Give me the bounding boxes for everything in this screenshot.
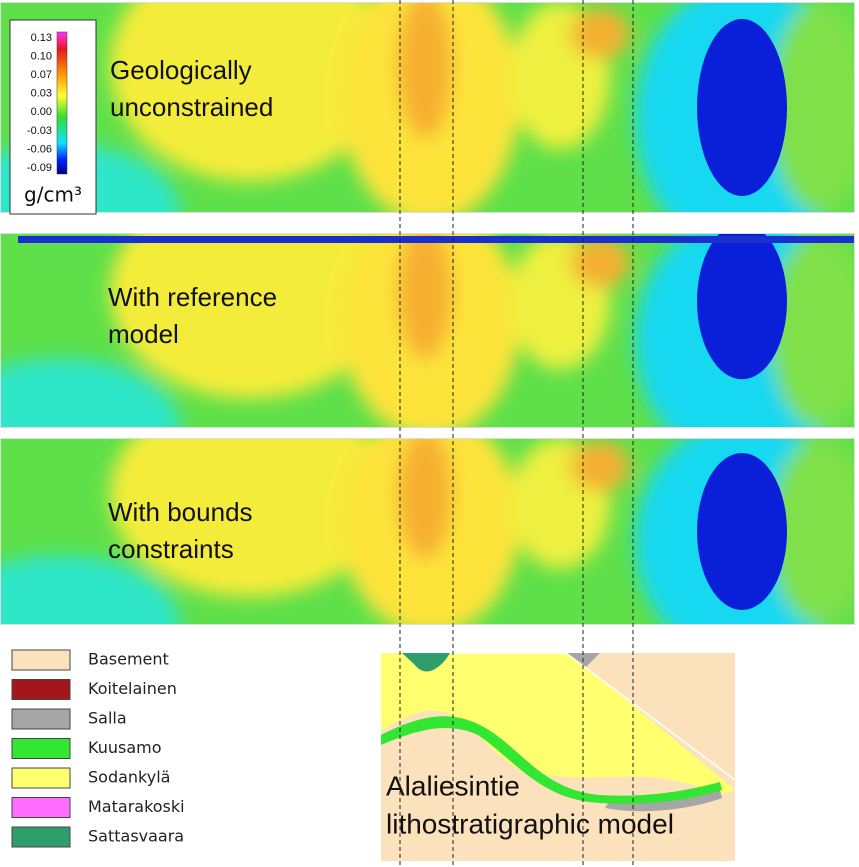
colorbar-tick-label: 0.00 [31, 106, 52, 118]
low-density-body [697, 19, 787, 196]
blob [570, 9, 630, 59]
legend-label: Koitelainen [88, 679, 177, 698]
legend-label: Salla [88, 709, 127, 728]
panel-label: Geologically [110, 55, 252, 85]
figure: 0.13 0.10 0.07 0.03 0.00 -0.03 -0.06 -0.09 g/cm³… [0, 0, 859, 867]
legend-label: Basement [88, 650, 169, 669]
colorbar-unit: g/cm³ [24, 183, 82, 207]
legend-swatch [12, 650, 70, 670]
low-density-body [697, 223, 787, 379]
colorbar-tick-label: 0.13 [31, 32, 52, 44]
legend-swatch [12, 739, 70, 759]
blob [570, 237, 630, 287]
blob [397, 223, 453, 360]
colorbar-tick-label: 0.10 [31, 50, 52, 62]
legend-label: Sattasvaara [88, 827, 184, 846]
colorbar-tick-label: 0.07 [31, 69, 52, 81]
panel-label: With reference [108, 282, 277, 312]
legend-label: Sodankylä [88, 768, 170, 787]
legend-swatch [12, 827, 70, 847]
panel-label: constraints [108, 534, 234, 564]
section-label: lithostratigraphic model [386, 808, 674, 839]
blob [397, 429, 453, 560]
legend-swatch [12, 709, 70, 729]
colorbar-tick-label: -0.06 [27, 143, 52, 155]
colorbar-tick-label: -0.03 [27, 125, 52, 137]
colorbar-tick-label: 0.03 [31, 88, 52, 100]
legend-label: Kuusamo [88, 738, 162, 757]
blob [570, 441, 630, 491]
panel-label: model [108, 319, 179, 349]
top-layer [18, 236, 855, 243]
legend-label: Matarakoski [88, 797, 185, 816]
legend-swatch [12, 680, 70, 700]
legend-swatch [12, 798, 70, 818]
panel-label: unconstrained [110, 92, 273, 122]
colorbar-tick-label: -0.09 [27, 162, 52, 174]
low-density-body [697, 453, 787, 610]
panel-label: With bounds [108, 497, 253, 527]
colorbar [57, 32, 67, 174]
legend-swatch [12, 768, 70, 788]
